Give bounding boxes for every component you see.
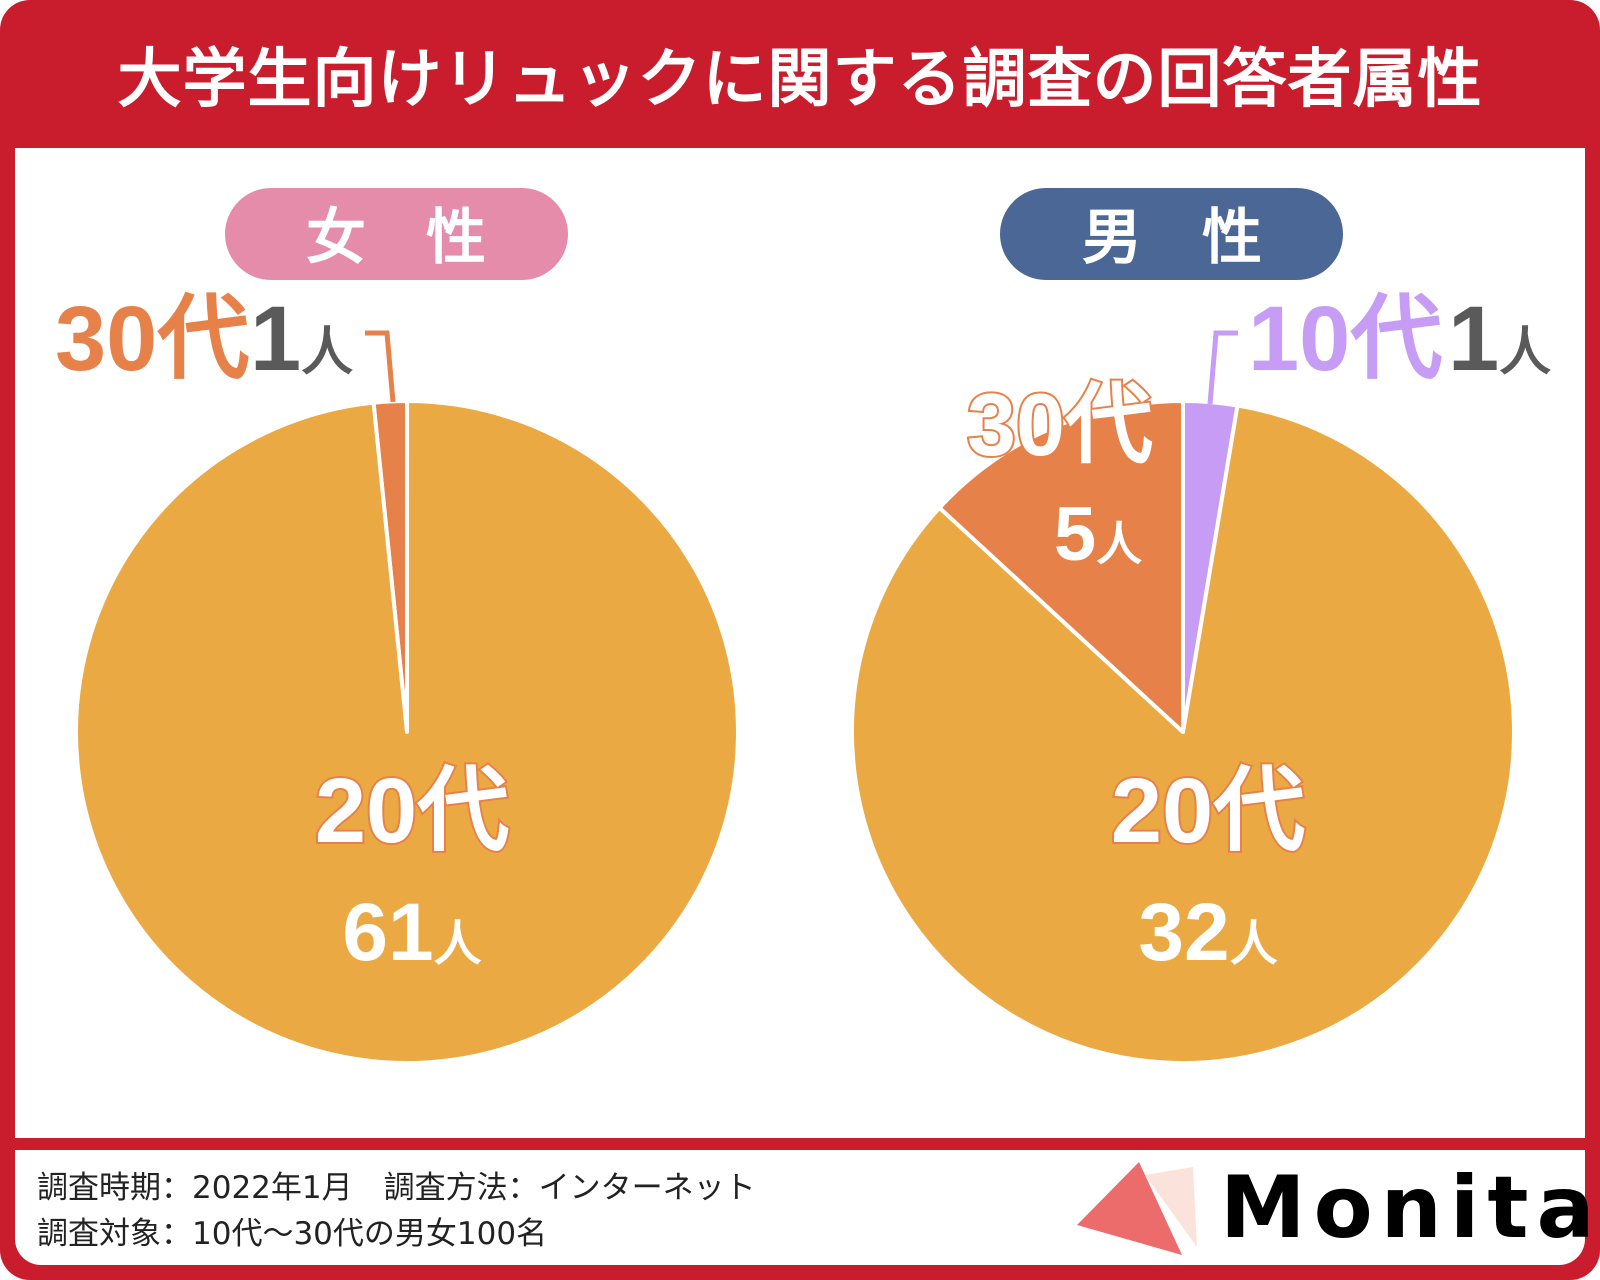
male-10s-leader bbox=[1207, 330, 1238, 405]
male-20s-value: 32人 bbox=[1138, 887, 1277, 978]
monita-logo: Monita bbox=[1220, 1158, 1600, 1258]
female-pie bbox=[73, 398, 740, 1065]
female-20s-value: 61人 bbox=[342, 887, 481, 978]
pie-charts: 女 性 男 性 30代 1人 20代 61人 10代 1人 30代 5人 20代… bbox=[55, 188, 1551, 1065]
female-30s-leader bbox=[365, 330, 396, 403]
female-30s-value: 1人 bbox=[250, 288, 353, 390]
male-10s-label: 10代 bbox=[1248, 288, 1442, 390]
male-pie bbox=[850, 399, 1516, 1065]
female-30s-label: 30代 bbox=[55, 288, 249, 390]
survey-period-method: 調査時期：2022年1月 調査方法：インターネット bbox=[37, 1170, 756, 1206]
chart-area: 女 性 男 性 30代 1人 20代 61人 10代 1人 30代 5人 20代… bbox=[15, 148, 1585, 1138]
male-badge bbox=[1000, 188, 1343, 280]
pie-slice-30代 bbox=[937, 399, 1185, 734]
survey-target: 調査対象：10代〜30代の男女100名 bbox=[37, 1216, 548, 1252]
page-title: 大学生向けリュックに関する調査の回答者属性 bbox=[117, 43, 1483, 117]
male-30s-value: 5人 bbox=[1054, 492, 1142, 577]
male-20s-label: 20代 bbox=[1111, 760, 1305, 862]
footer: 調査時期：2022年1月 調査方法：インターネット 調査対象：10代〜30代の男… bbox=[15, 1150, 1595, 1265]
male-30s-label: 30代 bbox=[967, 375, 1153, 474]
male-10s-value: 1人 bbox=[1448, 288, 1551, 390]
monita-logo-icon bbox=[1077, 1162, 1197, 1255]
pie-slice-20代 bbox=[850, 403, 1516, 1065]
pie-slice-20代 bbox=[73, 399, 740, 1065]
female-title: 女 性 bbox=[306, 204, 486, 271]
male-title: 男 性 bbox=[1082, 204, 1262, 271]
female-badge bbox=[225, 188, 568, 280]
female-20s-label: 20代 bbox=[315, 760, 509, 862]
